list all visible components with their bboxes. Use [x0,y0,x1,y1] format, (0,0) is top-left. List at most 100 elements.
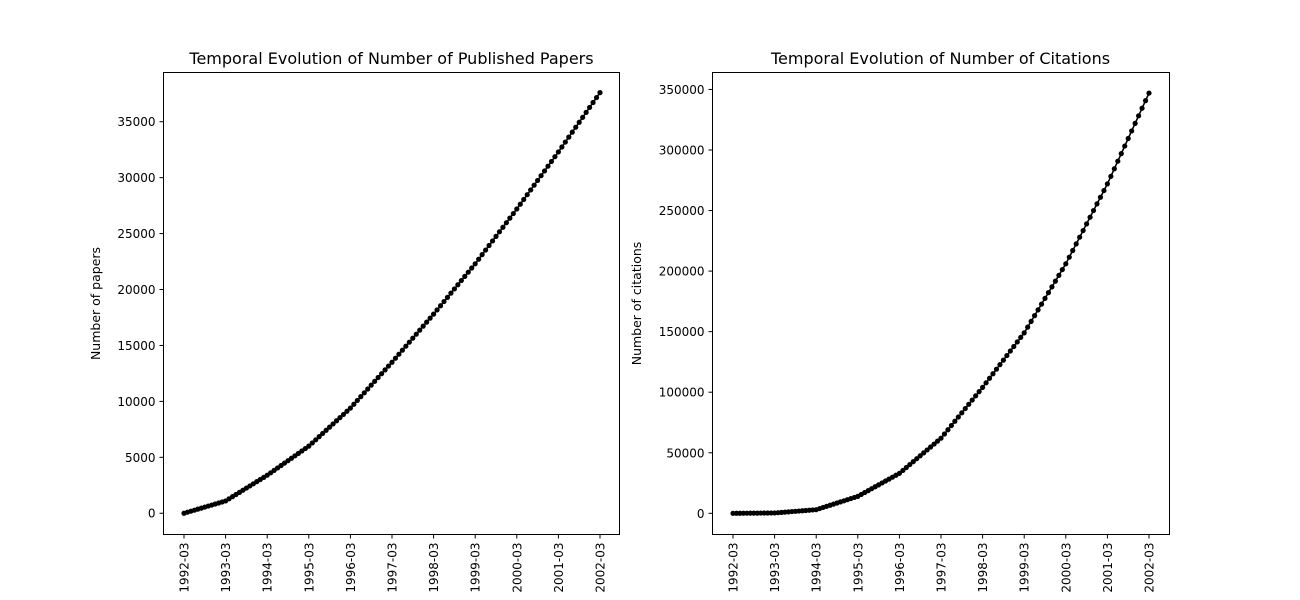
data-point [952,418,958,424]
x-tick-label: 2002-03 [594,543,608,593]
data-point [476,256,482,262]
data-point [1025,324,1031,330]
x-tick-label: 2000-03 [510,543,524,593]
x-axis: 1992-03 1993-03 1994-03 1995-03 1996-03 1997-… [178,534,608,593]
data-point [1014,339,1020,345]
data-point [941,431,948,437]
data-point [1122,143,1128,149]
x-tick-label: 1995-03 [302,543,316,593]
data-point [945,427,951,433]
data-point [486,242,492,249]
x-tick-label: 1993-03 [768,543,782,593]
data-point [1073,241,1079,247]
data-point [562,139,568,145]
x-tick-label: 2000-03 [1059,543,1073,593]
data-point [330,421,336,427]
plot-frame [712,72,1170,535]
data-point [1066,254,1072,260]
data-point [1139,105,1145,111]
y-tick-label: 200000 [659,265,705,279]
data-point [976,389,982,395]
data-point [548,158,555,165]
data-point [344,408,350,414]
data-point [535,177,541,184]
data-point [413,331,419,337]
data-point [1080,227,1086,234]
chart-title: Temporal Evolution of Number of Publishe… [188,49,593,68]
data-point [993,366,1000,372]
data-point [959,410,965,416]
data-point [316,434,322,440]
data-point [358,394,364,400]
papers-chart: Temporal Evolution of Number of Publishe… [88,49,620,593]
data-point [552,154,558,160]
data-point [510,210,516,217]
data-point [417,327,423,333]
data-point [524,192,530,198]
y-tick-label: 0 [697,507,705,521]
y-tick-label: 10000 [117,395,155,409]
data-point [973,393,979,399]
data-point [427,315,433,321]
data-point [896,470,903,476]
data-point [1136,113,1142,119]
data-point [1028,318,1034,324]
x-tick-label: 1994-03 [261,543,275,593]
series-line [732,92,1150,515]
data-point [1049,284,1055,290]
data-point [934,438,941,444]
data-point [507,215,513,221]
data-point [403,343,409,349]
data-point [396,351,402,357]
data-point [313,437,319,443]
data-point [424,319,430,325]
y-tick-label: 50000 [666,446,704,460]
data-point [406,339,412,345]
x-tick-label: 1997-03 [935,543,949,593]
data-point [914,456,920,462]
x-tick-label: 1998-03 [976,543,990,593]
data-point [493,233,499,239]
data-point [1052,278,1058,284]
data-point [1129,128,1135,134]
data-point [986,375,993,381]
data-point [569,129,575,135]
x-tick-label: 1996-03 [344,543,358,593]
data-point [597,90,603,96]
data-point [1132,120,1138,126]
data-point [1042,295,1048,301]
data-point [1108,173,1114,179]
x-tick-label: 1992-03 [178,543,192,593]
x-tick-label: 1999-03 [1018,543,1032,593]
data-point [1063,261,1069,267]
data-point [1021,330,1027,336]
y-tick-label: 0 [148,507,156,521]
plot-marks [730,90,1152,516]
y-tick-label: 300000 [659,144,705,158]
data-point [1111,166,1117,172]
data-point [576,119,582,125]
y-tick-label: 35000 [117,115,155,129]
data-point [907,461,913,468]
data-point [910,459,916,465]
data-point [900,467,906,474]
data-point [441,298,447,305]
data-point [1125,135,1131,142]
data-point [931,441,937,447]
data-point [962,405,968,412]
data-point [573,124,579,130]
data-point [969,397,975,403]
data-point [541,168,548,174]
data-point [455,282,461,288]
data-point [559,144,565,150]
plot-marks [181,90,603,516]
data-point [948,422,955,429]
y-tick-label: 20000 [117,283,155,297]
data-point [496,229,503,235]
data-point [1007,348,1013,354]
data-point [566,134,572,140]
x-tick-label: 1994-03 [810,543,824,593]
data-point [500,224,506,230]
data-point [1104,181,1110,187]
data-point [327,424,333,430]
